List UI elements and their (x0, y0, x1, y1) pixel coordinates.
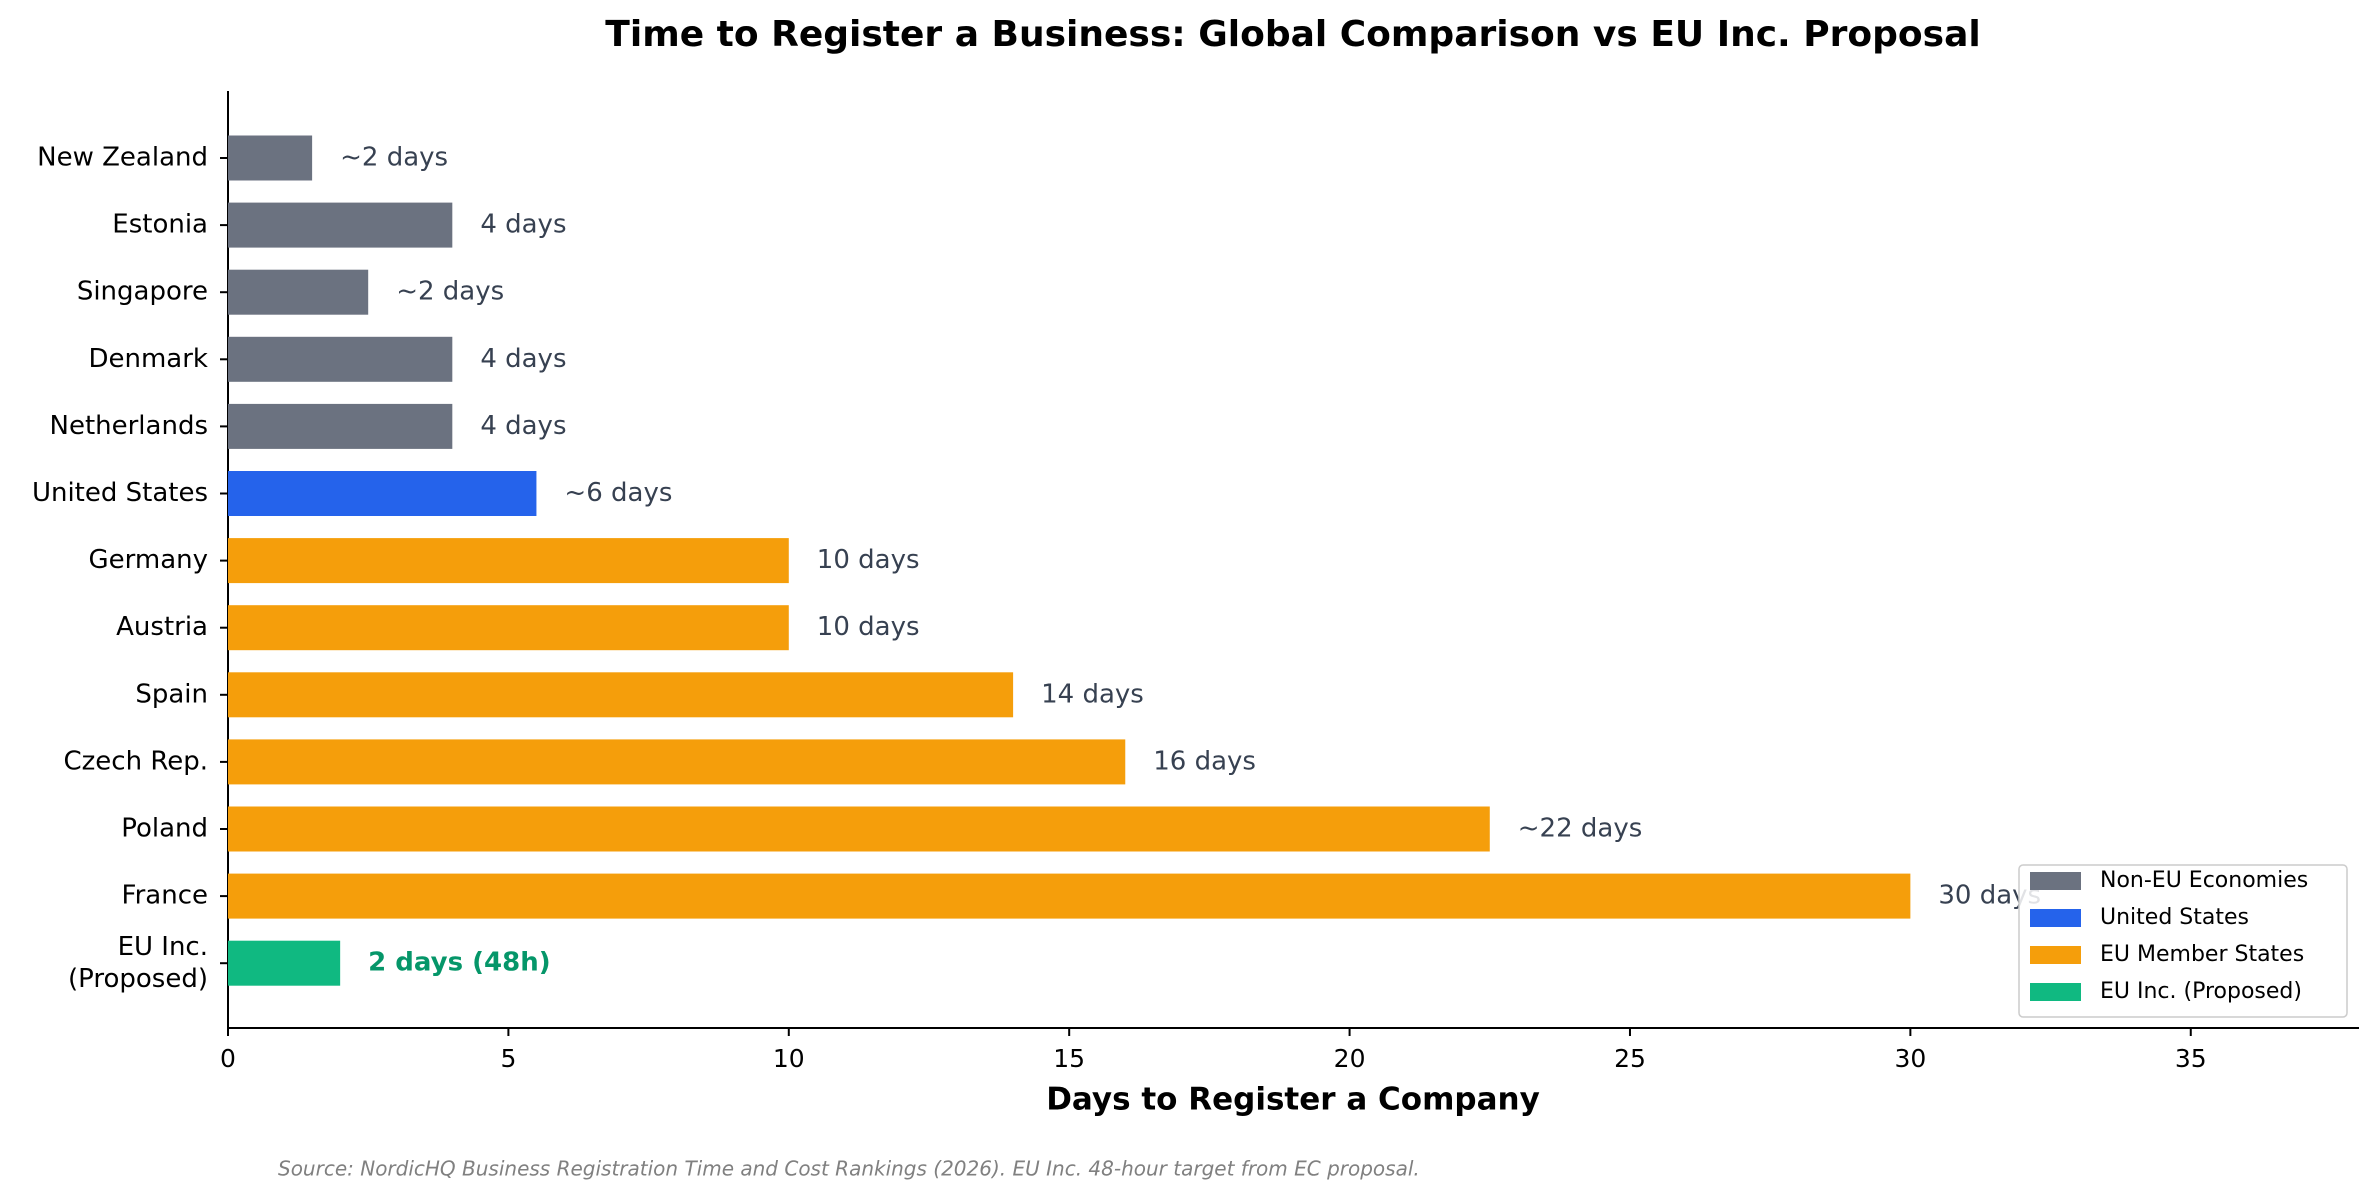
value-label: ~2 days (396, 277, 504, 307)
legend-label: EU Member States (2100, 942, 2304, 967)
value-label: 2 days (48h) (368, 948, 550, 978)
y-tick-label: Germany (88, 545, 208, 575)
y-tick-label: Poland (121, 814, 208, 844)
value-label: ~2 days (340, 143, 448, 173)
x-tick-label: 0 (220, 1044, 236, 1073)
legend-label: EU Inc. (Proposed) (2100, 979, 2302, 1004)
bar (228, 739, 1126, 785)
chart-title: Time to Register a Business: Global Comp… (605, 14, 1980, 55)
y-tick-label: Czech Rep. (64, 746, 209, 776)
value-label: 4 days (480, 210, 566, 240)
value-label: ~22 days (1518, 814, 1643, 844)
value-label: 4 days (480, 344, 566, 374)
y-tick-label: Estonia (112, 210, 208, 240)
bar (228, 471, 537, 516)
bar (228, 135, 313, 181)
y-tick-label: United States (32, 478, 208, 508)
x-tick-label: 15 (1053, 1044, 1085, 1073)
legend-swatch (2030, 909, 2081, 927)
y-tick-label: France (122, 881, 208, 911)
x-tick-label: 10 (773, 1044, 805, 1073)
y-tick-label: Denmark (88, 344, 208, 374)
bar (228, 672, 1014, 718)
legend-swatch (2030, 983, 2081, 1001)
x-tick-label: 5 (500, 1044, 516, 1073)
legend-label: Non-EU Economies (2100, 868, 2308, 893)
legend-box (2018, 864, 2348, 1018)
y-tick-label: Singapore (77, 277, 208, 307)
legend-swatch (2030, 946, 2081, 964)
value-label: ~6 days (564, 478, 672, 508)
y-tick-label: Austria (116, 612, 208, 642)
legend-swatch (2030, 872, 2081, 890)
x-tick-label: 30 (1894, 1044, 1926, 1073)
bar (228, 538, 789, 584)
bar (228, 336, 453, 382)
value-label: 4 days (480, 411, 566, 441)
bar (228, 403, 453, 449)
bar (228, 940, 341, 986)
x-tick-label: 20 (1334, 1044, 1366, 1073)
value-label: 10 days (817, 545, 920, 575)
y-tick-label: Netherlands (50, 411, 209, 441)
bar (228, 269, 369, 315)
bar (228, 605, 789, 651)
bar (228, 873, 1911, 919)
y-tick-label: EU Inc. (Proposed) (68, 932, 208, 994)
x-axis-label: Days to Register a Company (1046, 1082, 1540, 1118)
bar (228, 806, 1490, 852)
y-tick-label: Spain (135, 679, 208, 709)
source-note: Source: NordicHQ Business Registration T… (278, 1157, 1420, 1181)
y-tick-label: New Zealand (37, 143, 208, 173)
legend-label: United States (2100, 905, 2249, 930)
x-tick-label: 25 (1614, 1044, 1646, 1073)
x-tick-label: 35 (2175, 1044, 2207, 1073)
value-label: 16 days (1153, 746, 1256, 776)
value-label: 14 days (1041, 679, 1144, 709)
bar (228, 202, 453, 248)
value-label: 10 days (817, 612, 920, 642)
